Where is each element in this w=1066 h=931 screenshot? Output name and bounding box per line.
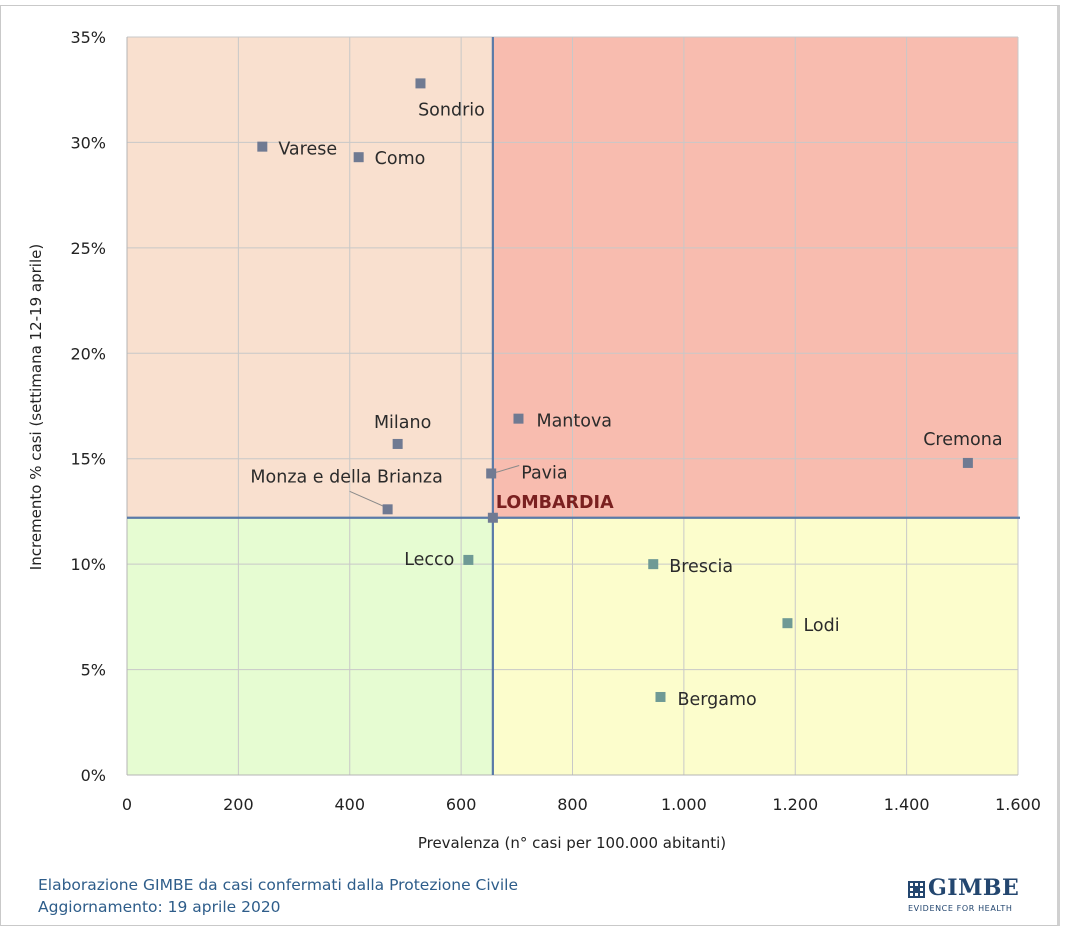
y-tick-label: 0%: [81, 766, 106, 785]
x-tick-label: 800: [557, 795, 588, 814]
point-labels: Sondrio Varese Como Milano Mantova Cremona Pav…: [250, 100, 1002, 710]
point-label: Sondrio: [418, 100, 485, 120]
point-label: Milano: [374, 413, 431, 433]
scatter-chart: 0 200 400 600 800 1.000 1.200 1.400 1.600 0% 5% 10%…: [27, 28, 1041, 852]
footer-update: Aggiornamento: 19 aprile 2020: [38, 898, 281, 916]
y-tick-label: 35%: [70, 28, 106, 47]
logo-grid-icon: [908, 881, 925, 898]
x-tick-label: 200: [223, 795, 254, 814]
x-tick-label: 1.000: [661, 795, 707, 814]
y-tick-label: 15%: [70, 450, 106, 469]
y-tick-label: 30%: [70, 133, 106, 152]
reference-lines: [127, 37, 1020, 775]
data-point: [513, 413, 524, 424]
point-label: Varese: [278, 140, 337, 160]
quadrant-backgrounds: [127, 37, 1018, 775]
x-tick-label: 400: [334, 795, 365, 814]
data-point: [648, 559, 659, 570]
data-point: [487, 512, 498, 523]
quadrant-top-left: [127, 37, 493, 518]
point-label: Monza e della Brianza: [250, 467, 442, 487]
data-point: [257, 141, 268, 152]
data-point: [486, 468, 497, 479]
data-point: [782, 618, 793, 629]
x-tick-label: 1.400: [884, 795, 930, 814]
x-axis-label: Prevalenza (n° casi per 100.000 abitanti…: [418, 834, 726, 852]
point-label: Lecco: [404, 550, 454, 570]
point-label: Mantova: [536, 412, 612, 432]
quadrant-bottom-right: [492, 517, 1018, 775]
data-points: [257, 78, 973, 702]
data-point: [353, 152, 364, 163]
footer: Elaborazione GIMBE da casi confermati da…: [38, 874, 518, 918]
point-label: Bergamo: [677, 690, 756, 710]
logo-name: GIMBE: [928, 875, 1020, 901]
data-point: [463, 554, 474, 565]
x-tick-label: 600: [446, 795, 477, 814]
point-label: Lodi: [803, 616, 839, 636]
x-tick-label: 1.600: [995, 795, 1041, 814]
footer-source: Elaborazione GIMBE da casi confermati da…: [38, 876, 518, 894]
point-label: LOMBARDIA: [496, 493, 614, 513]
y-axis-label: Incremento % casi (settimana 12-19 april…: [27, 244, 45, 570]
y-tick-label: 20%: [70, 344, 106, 363]
data-point: [655, 691, 666, 702]
quadrant-top-right: [492, 37, 1018, 518]
data-point: [415, 78, 426, 89]
point-label: Como: [375, 149, 426, 169]
gimbe-logo: GIMBE EVIDENCE FOR HEALTH: [906, 875, 1028, 918]
point-label: Pavia: [521, 463, 567, 483]
data-point: [382, 504, 393, 515]
data-point: [392, 438, 403, 449]
y-tick-label: 10%: [70, 555, 106, 574]
y-tick-label: 5%: [81, 661, 106, 680]
data-point: [962, 457, 973, 468]
logo-tagline: EVIDENCE FOR HEALTH: [908, 904, 1013, 913]
x-tick-label: 1.200: [772, 795, 818, 814]
tick-labels: 0 200 400 600 800 1.000 1.200 1.400 1.600 0% 5% 10%…: [70, 28, 1040, 814]
y-tick-label: 25%: [70, 239, 106, 258]
x-tick-label: 0: [122, 795, 132, 814]
point-label: Brescia: [669, 557, 733, 577]
grid-lines: [126, 36, 1019, 776]
chart-frame: [0, 5, 1060, 926]
quadrant-bottom-left: [127, 517, 493, 775]
point-label: Cremona: [923, 430, 1002, 450]
